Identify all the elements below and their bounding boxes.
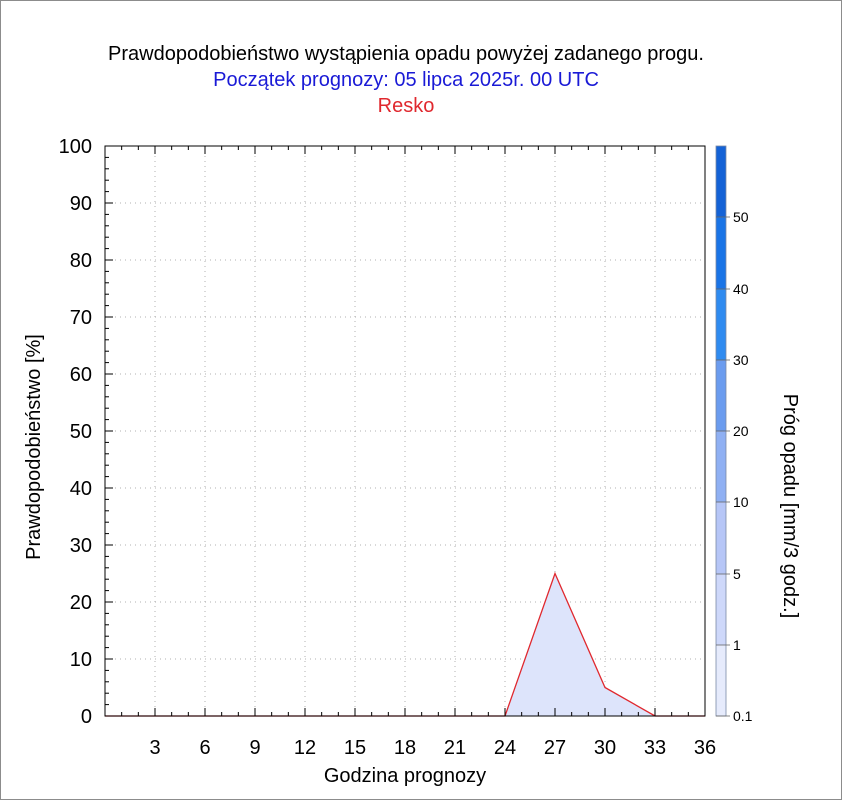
y-tick-label: 30	[70, 535, 92, 557]
x-tick-label: 21	[444, 737, 466, 759]
x-tick-label: 15	[344, 737, 366, 759]
x-tick-label: 3	[149, 737, 160, 759]
colorbar-segment	[716, 431, 726, 502]
x-tick-label: 18	[394, 737, 416, 759]
x-tick-label: 6	[199, 737, 210, 759]
y-tick-label: 10	[70, 649, 92, 671]
colorbar-tick-label: 5	[733, 566, 741, 582]
colorbar-segment	[716, 502, 726, 574]
x-tick-label: 33	[644, 737, 666, 759]
colorbar-tick-label: 30	[733, 352, 749, 368]
colorbar-tick-label: 10	[733, 494, 749, 510]
x-tick-label: 27	[544, 737, 566, 759]
colorbar-segment	[716, 217, 726, 289]
x-tick-label: 24	[494, 737, 516, 759]
colorbar-tick-label: 1	[733, 637, 741, 653]
colorbar-segment	[716, 289, 726, 360]
colorbar-tick-label: 50	[733, 209, 749, 225]
x-axis-title: Godzina prognozy	[324, 765, 486, 787]
colorbar-tick-label: 20	[733, 423, 749, 439]
colorbar-segment	[716, 146, 726, 217]
colorbar-segment	[716, 574, 726, 645]
y-tick-label: 100	[59, 136, 92, 158]
y-axis-title: Prawdopodobieństwo [%]	[23, 334, 45, 560]
colorbar-segment	[716, 645, 726, 716]
station-name: Resko	[377, 95, 435, 117]
colorbar-title: Próg opadu [mm/3 godz.]	[779, 394, 801, 619]
series-area	[105, 573, 705, 716]
y-tick-label: 0	[81, 706, 92, 728]
y-tick-label: 80	[70, 250, 92, 272]
x-tick-label: 9	[249, 737, 260, 759]
colorbar-tick-label: 0.1	[733, 708, 753, 724]
colorbar-segment	[716, 360, 726, 431]
x-tick-label: 30	[594, 737, 616, 759]
chart-subtitle: Początek prognozy: 05 lipca 2025r. 00 UT…	[213, 69, 599, 91]
y-tick-label: 90	[70, 193, 92, 215]
x-tick-label: 36	[694, 737, 716, 759]
y-tick-label: 50	[70, 421, 92, 443]
x-tick-label: 12	[294, 737, 316, 759]
chart-title: Prawdopodobieństwo wystąpienia opadu pow…	[108, 43, 704, 65]
y-tick-label: 20	[70, 592, 92, 614]
y-tick-label: 70	[70, 307, 92, 329]
colorbar-tick-label: 40	[733, 281, 749, 297]
y-tick-label: 40	[70, 478, 92, 500]
y-tick-label: 60	[70, 364, 92, 386]
